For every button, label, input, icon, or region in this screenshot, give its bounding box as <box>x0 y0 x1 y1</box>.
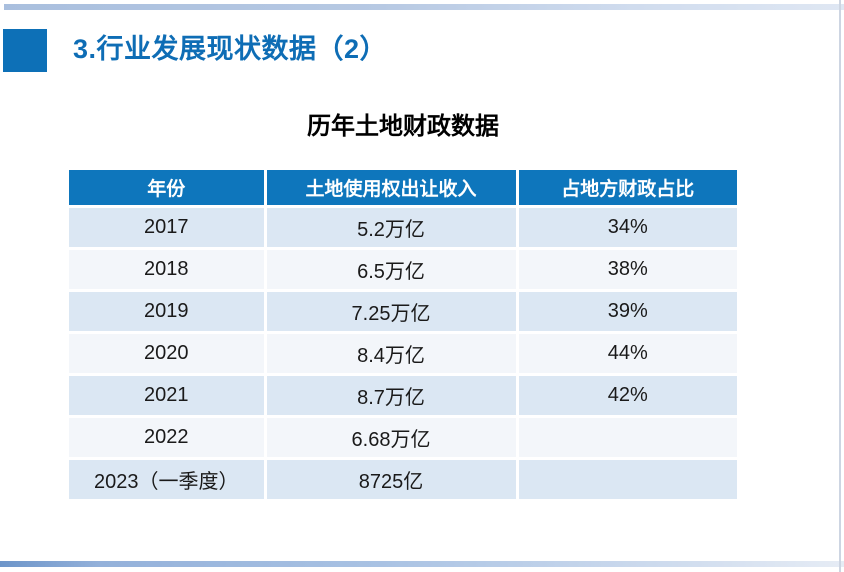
cell-ratio: 38% <box>515 247 737 291</box>
title-accent-square <box>3 29 47 72</box>
table-row: 2017 5.2万亿 34% <box>69 205 737 249</box>
top-divider-strip <box>4 4 844 10</box>
col-header-year: 年份 <box>69 170 265 207</box>
land-finance-table: 年份 土地使用权出让收入 占地方财政占比 2017 5.2万亿 34% 2018… <box>69 170 737 499</box>
cell-income: 8.7万亿 <box>263 373 517 417</box>
cell-income: 8.4万亿 <box>263 331 517 375</box>
bottom-divider-strip <box>0 561 844 567</box>
cell-year: 2019 <box>69 289 265 333</box>
cell-income: 5.2万亿 <box>263 205 517 249</box>
table-header-row: 年份 土地使用权出让收入 占地方财政占比 <box>69 170 737 207</box>
cell-year: 2022 <box>69 415 265 459</box>
table-row: 2021 8.7万亿 42% <box>69 373 737 417</box>
table-row: 2022 6.68万亿 <box>69 415 737 459</box>
col-header-ratio: 占地方财政占比 <box>515 170 737 207</box>
cell-income: 6.5万亿 <box>263 247 517 291</box>
table-row: 2018 6.5万亿 38% <box>69 247 737 291</box>
table-row: 2019 7.25万亿 39% <box>69 289 737 333</box>
cell-year: 2018 <box>69 247 265 291</box>
cell-income: 8725亿 <box>263 457 517 499</box>
cell-ratio <box>515 457 737 499</box>
cell-ratio <box>515 415 737 459</box>
cell-ratio: 44% <box>515 331 737 375</box>
cell-year: 2020 <box>69 331 265 375</box>
cell-ratio: 39% <box>515 289 737 333</box>
slide-title: 3.行业发展现状数据（2） <box>73 34 388 64</box>
cell-ratio: 42% <box>515 373 737 417</box>
table-row: 2023（一季度） 8725亿 <box>69 457 737 499</box>
slide-right-edge-line <box>839 0 841 572</box>
cell-year: 2021 <box>69 373 265 417</box>
cell-income: 7.25万亿 <box>263 289 517 333</box>
table-row: 2020 8.4万亿 44% <box>69 331 737 375</box>
cell-year: 2023（一季度） <box>69 457 265 499</box>
cell-year: 2017 <box>69 205 265 249</box>
cell-income: 6.68万亿 <box>263 415 517 459</box>
cell-ratio: 34% <box>515 205 737 249</box>
col-header-income: 土地使用权出让收入 <box>263 170 517 207</box>
table-title: 历年土地财政数据 <box>307 113 499 140</box>
